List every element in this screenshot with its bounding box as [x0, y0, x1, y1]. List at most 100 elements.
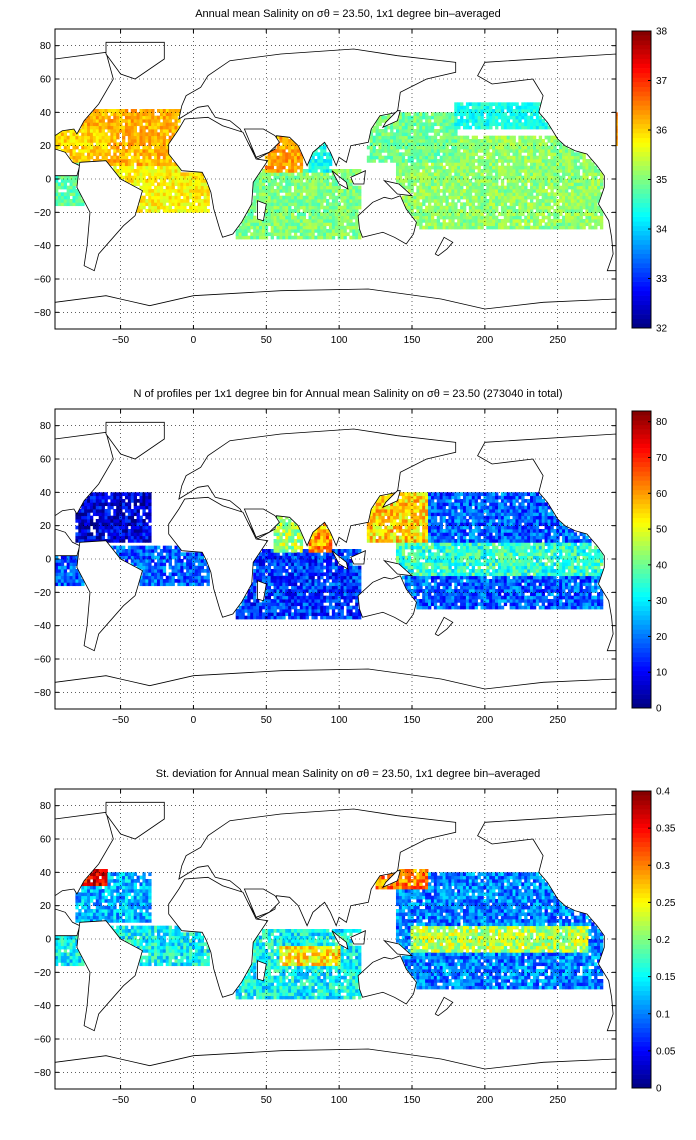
heatmap-cell — [276, 612, 280, 617]
heatmap-cell — [154, 115, 158, 120]
heatmap-cell — [407, 202, 411, 207]
heatmap-cell — [57, 562, 62, 567]
heatmap-cell — [340, 172, 344, 177]
heatmap-cell — [110, 162, 114, 167]
heatmap-cell — [259, 185, 263, 190]
heatmap-cell — [273, 529, 277, 533]
heatmap-cell — [565, 192, 569, 197]
heatmap-cell — [267, 565, 272, 570]
heatmap-cell — [506, 219, 511, 223]
heatmap-cell — [413, 119, 417, 123]
colorbar-tick-label: 38 — [656, 27, 668, 38]
heatmap-cell — [273, 552, 277, 557]
heatmap-cell — [72, 149, 76, 153]
heatmap-cell — [151, 119, 155, 123]
heatmap-cell — [468, 179, 473, 183]
heatmap-cell — [358, 202, 362, 207]
heatmap-cell — [95, 502, 100, 507]
heatmap-cell — [454, 195, 458, 200]
heatmap-cell — [130, 129, 135, 133]
heatmap-cell — [544, 162, 548, 167]
heatmap-cell — [597, 172, 601, 177]
heatmap-cell — [445, 175, 449, 180]
heatmap-cell — [174, 169, 178, 173]
heatmap-cell — [174, 559, 178, 563]
heatmap-cell — [148, 199, 152, 203]
heatmap-cell — [404, 132, 409, 137]
heatmap-cell — [422, 169, 426, 173]
heatmap-cell — [474, 209, 478, 213]
heatmap-cell — [159, 115, 164, 120]
heatmap-cell — [148, 555, 152, 560]
heatmap-cell — [521, 182, 525, 187]
heatmap-cell — [599, 219, 604, 223]
heatmap-cell — [480, 102, 484, 107]
heatmap-cell — [320, 229, 324, 233]
heatmap-cell — [311, 209, 315, 213]
heatmap-cell — [130, 522, 135, 527]
colorbar-segment — [632, 225, 651, 231]
heatmap-cell — [328, 185, 333, 190]
heatmap-cell — [308, 212, 312, 217]
heatmap-cell — [457, 192, 461, 197]
heatmap-cell — [591, 202, 595, 207]
heatmap-cell — [104, 115, 108, 120]
heatmap-cell — [267, 212, 272, 217]
heatmap-cell — [127, 119, 132, 123]
heatmap-cell — [553, 152, 557, 157]
heatmap-cell — [588, 172, 592, 177]
heatmap-cell — [393, 142, 397, 147]
heatmap-cell — [276, 159, 280, 163]
heatmap-cell — [296, 222, 301, 227]
heatmap-cell — [500, 149, 505, 153]
heatmap-cell — [55, 182, 59, 187]
heatmap-cell — [127, 502, 132, 507]
heatmap-cell — [183, 189, 187, 193]
heatmap-cell — [541, 212, 545, 217]
heatmap-cell — [547, 209, 551, 213]
heatmap-cell — [506, 199, 511, 203]
heatmap-cell — [162, 189, 167, 193]
heatmap-cell — [66, 149, 70, 153]
heatmap-cell — [264, 222, 269, 227]
heatmap-cell — [398, 119, 403, 123]
heatmap-cell — [425, 205, 429, 210]
heatmap-cell — [328, 209, 333, 213]
heatmap-cell — [381, 132, 385, 137]
heatmap-cell — [174, 195, 178, 200]
heatmap-cell — [119, 149, 123, 153]
colorbar-segment — [632, 35, 651, 41]
heatmap-cell — [407, 199, 411, 203]
heatmap-cell — [518, 199, 522, 203]
heatmap-cell — [518, 162, 522, 167]
heatmap-cell — [541, 199, 545, 203]
heatmap-cell — [183, 572, 187, 577]
heatmap-cell — [174, 565, 178, 570]
heatmap-cell — [253, 592, 257, 597]
colorbar-tick-label: 33 — [656, 274, 668, 285]
heatmap-cell — [401, 199, 406, 203]
heatmap-cell — [136, 512, 140, 517]
heatmap-cell — [124, 525, 129, 530]
heatmap-cell — [264, 569, 269, 573]
heatmap-cell — [495, 195, 499, 200]
heatmap-cell — [291, 145, 295, 150]
heatmap-cell — [299, 192, 304, 197]
heatmap-cell — [285, 202, 289, 207]
heatmap-cell — [422, 182, 426, 187]
heatmap-cell — [142, 129, 146, 133]
heatmap-cell — [544, 152, 548, 157]
colorbar-segment — [632, 295, 651, 301]
heatmap-cell — [483, 209, 487, 213]
heatmap-cell — [159, 152, 164, 157]
heatmap-cell — [480, 189, 484, 193]
heatmap-cell — [497, 149, 502, 153]
heatmap-cell — [293, 165, 298, 170]
heatmap-cell — [582, 155, 586, 160]
heatmap-cell — [95, 492, 100, 497]
heatmap-cell — [532, 175, 537, 180]
heatmap-cell — [562, 209, 566, 213]
heatmap-cell — [506, 125, 511, 130]
heatmap-cell — [139, 142, 143, 147]
heatmap-cell — [471, 205, 476, 210]
